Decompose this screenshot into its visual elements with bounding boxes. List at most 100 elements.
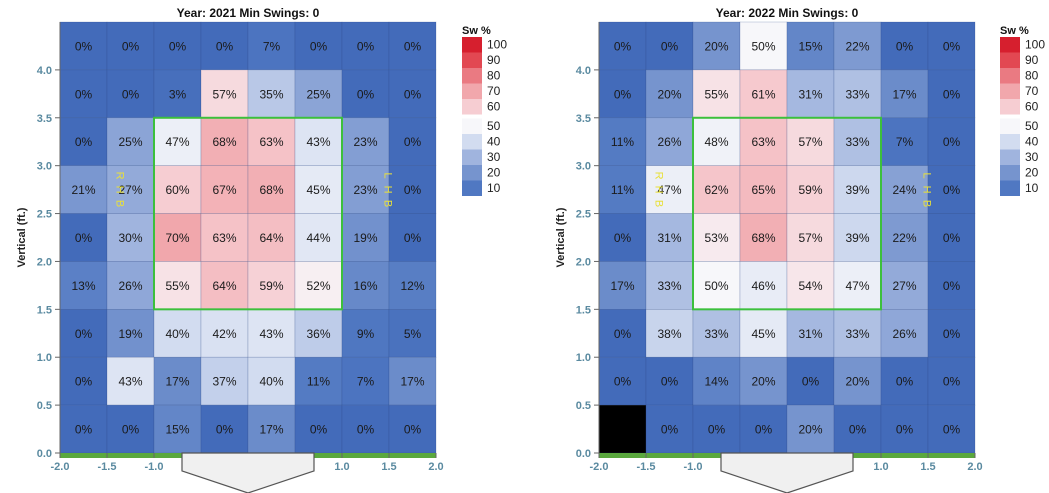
cell-label: 50%: [704, 279, 728, 293]
cell-label: 38%: [657, 327, 681, 341]
cell-label: 55%: [165, 279, 189, 293]
cell-label: 40%: [165, 327, 189, 341]
heatmap-cell: [388, 261, 437, 310]
heatmap-cell: [598, 261, 647, 310]
cell-label: 0%: [75, 327, 93, 341]
heatmap-cell: [786, 117, 835, 166]
heatmap-cell: [645, 356, 694, 406]
cell-label: 24%: [892, 183, 916, 197]
cell-label: 31%: [657, 231, 681, 245]
legend-swatch: [462, 37, 482, 53]
cell-label: 0%: [122, 423, 140, 437]
x-tick-label: -1.5: [98, 461, 117, 473]
cell-label: 20%: [845, 375, 869, 389]
cell-label: 3%: [169, 87, 187, 101]
heatmap-cell: [388, 21, 437, 71]
y-tick-label: 2.5: [576, 209, 591, 221]
cell-label: 0%: [943, 231, 961, 245]
heatmap-cell: [106, 356, 155, 406]
cell-label: 63%: [259, 135, 283, 149]
cell-label: 0%: [896, 375, 914, 389]
cell-label: 39%: [845, 183, 869, 197]
y-tick-label: 3.0: [576, 161, 591, 173]
cell-label: 0%: [404, 135, 422, 149]
legend-swatch: [462, 99, 482, 115]
cell-label: 0%: [849, 423, 867, 437]
svg-text:R: R: [652, 172, 664, 180]
cell-label: 11%: [611, 183, 634, 197]
cell-label: 17%: [610, 279, 634, 293]
svg-text:H: H: [113, 186, 125, 194]
heatmap-cell: [833, 117, 882, 166]
cell-label: 0%: [661, 423, 679, 437]
heatmap-cell: [59, 21, 108, 71]
cell-label: 0%: [943, 327, 961, 341]
cell-label: 0%: [310, 423, 328, 437]
cell-label: 0%: [357, 39, 375, 53]
heatmap-cell: [200, 261, 249, 310]
heatmap-cell: [833, 165, 882, 214]
heatmap-cell: [739, 165, 788, 214]
cell-label: 36%: [306, 327, 330, 341]
cell-label: 33%: [845, 327, 869, 341]
cell-label: 64%: [212, 279, 236, 293]
heatmap-cell: [645, 21, 694, 71]
legend-tick-label: 20: [487, 166, 501, 180]
cell-label: 48%: [704, 135, 728, 149]
legend-swatch: [1000, 180, 1020, 196]
cell-label: 45%: [306, 183, 330, 197]
cell-label: 14%: [704, 375, 728, 389]
heatmap-cell: [341, 356, 390, 406]
heatmap-cell: [880, 213, 929, 262]
cell-label: 26%: [892, 327, 916, 341]
y-tick-label: 4.0: [37, 65, 52, 77]
heatmap-cell: [692, 69, 741, 119]
cell-label: 27%: [892, 279, 916, 293]
legend-tick-label: 50: [1025, 119, 1039, 133]
legend-tick-label: 20: [1025, 166, 1039, 180]
cell-label: 0%: [310, 39, 328, 53]
cell-label: 19%: [353, 231, 377, 245]
legend-swatch: [1000, 99, 1020, 115]
legend-tick-label: 100: [1025, 38, 1045, 52]
cell-label: 52%: [306, 279, 330, 293]
heatmap-cell: [153, 404, 202, 454]
heatmap-cell: [247, 309, 296, 358]
cell-label: 7%: [263, 39, 281, 53]
chart-title: Year: 2021 Min Swings: 0: [177, 6, 320, 20]
svg-text:R: R: [113, 172, 125, 180]
legend-swatch: [462, 180, 482, 196]
cell-label: 0%: [357, 87, 375, 101]
heatmap-cell: [341, 309, 390, 358]
y-tick-label: 0.5: [576, 400, 591, 412]
heatmap-cell: [927, 69, 976, 119]
x-tick-label: -2.0: [51, 461, 70, 473]
cell-label: 33%: [845, 87, 869, 101]
heatmap-cell: [59, 165, 108, 214]
cell-label: 16%: [353, 279, 377, 293]
cell-label: 0%: [614, 375, 632, 389]
cell-label: 0%: [943, 183, 961, 197]
legend-swatch: [1000, 149, 1020, 165]
cell-label: 0%: [614, 39, 632, 53]
svg-text:B: B: [920, 200, 932, 207]
heatmap-cell: [200, 165, 249, 214]
cell-label: 15%: [165, 423, 189, 437]
y-axis-label: Vertical (ft.): [16, 207, 28, 267]
heatmap-cell: [739, 309, 788, 358]
cell-label: 13%: [71, 279, 95, 293]
cell-label: 0%: [404, 183, 422, 197]
heatmap-cell: [692, 117, 741, 166]
cell-label: 0%: [943, 135, 961, 149]
cell-label: 43%: [259, 327, 283, 341]
y-tick-label: 1.0: [37, 352, 52, 364]
cell-label: 17%: [400, 375, 424, 389]
y-tick-label: 2.0: [576, 256, 591, 268]
legend-tick-label: 70: [1025, 84, 1039, 98]
y-tick-label: 3.5: [576, 113, 591, 125]
heatmap-cell: [692, 309, 741, 358]
heatmap-cell: [739, 356, 788, 406]
svg-text:B: B: [652, 200, 664, 207]
heatmap-cell: [880, 165, 929, 214]
cell-label: 57%: [798, 135, 822, 149]
